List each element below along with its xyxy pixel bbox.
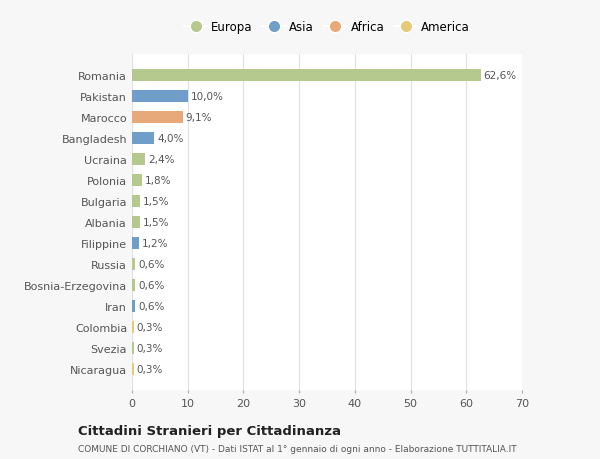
Bar (132, 342, 134, 354)
Bar (132, 112, 182, 123)
Text: 0,6%: 0,6% (138, 302, 164, 311)
Text: 1,5%: 1,5% (143, 218, 170, 228)
Text: 0,3%: 0,3% (136, 364, 163, 374)
Text: 0,6%: 0,6% (138, 280, 164, 291)
Text: Cittadini Stranieri per Cittadinanza: Cittadini Stranieri per Cittadinanza (78, 424, 341, 437)
Bar (132, 175, 142, 186)
Text: 0,6%: 0,6% (138, 259, 164, 269)
Bar (132, 217, 140, 229)
Text: 1,8%: 1,8% (145, 176, 172, 186)
Legend: Europa, Asia, Africa, America: Europa, Asia, Africa, America (181, 17, 473, 38)
Bar (132, 280, 136, 291)
Text: COMUNE DI CORCHIANO (VT) - Dati ISTAT al 1° gennaio di ogni anno - Elaborazione : COMUNE DI CORCHIANO (VT) - Dati ISTAT al… (78, 444, 517, 453)
Text: 10,0%: 10,0% (191, 92, 223, 102)
Text: 1,2%: 1,2% (142, 239, 168, 248)
Text: 1,5%: 1,5% (143, 197, 170, 207)
Text: 9,1%: 9,1% (185, 113, 212, 123)
Bar (132, 91, 188, 103)
Text: 2,4%: 2,4% (148, 155, 175, 165)
Bar (132, 301, 136, 312)
Bar (132, 196, 140, 207)
Bar (132, 238, 139, 249)
Text: 0,3%: 0,3% (136, 322, 163, 332)
Bar (132, 364, 134, 375)
Bar (132, 70, 481, 82)
Text: 0,3%: 0,3% (136, 343, 163, 353)
Bar (132, 259, 136, 270)
Bar (132, 154, 145, 166)
Text: 62,6%: 62,6% (484, 71, 517, 81)
Text: 4,0%: 4,0% (157, 134, 184, 144)
Bar (132, 133, 154, 145)
Bar (132, 322, 134, 333)
